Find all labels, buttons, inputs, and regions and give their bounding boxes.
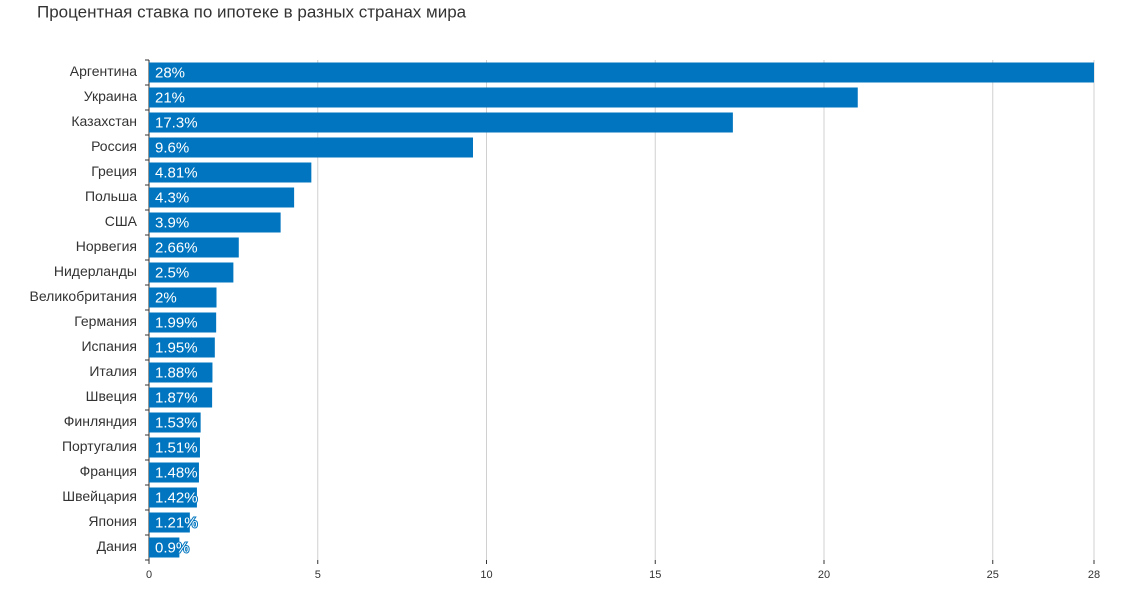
bar [149,337,215,358]
y-tick-label: Польша [85,188,137,204]
value-label: 2.5% [155,264,189,281]
bar [149,287,217,308]
y-tick-label: США [105,213,138,229]
y-tick-label: Италия [89,363,137,379]
value-label: 2.66% [155,239,198,256]
y-tick-label: Греция [91,163,137,179]
y-tick-label: Украина [84,88,138,104]
bar [149,87,858,108]
y-tick-label: Германия [74,313,137,329]
x-tick-label: 25 [987,569,999,581]
value-label: 1.88% [155,364,198,381]
bar [149,312,217,333]
value-label: 1.51% [155,439,198,456]
bar [149,487,197,508]
bar [149,162,312,183]
bar [149,112,733,133]
bar [149,537,180,558]
x-tick-label: 15 [649,569,661,581]
y-tick-label: Швейцария [62,488,137,504]
value-label: 21% [155,89,185,106]
x-tick-label: 10 [480,569,492,581]
y-tick-label: Аргентина [70,63,137,79]
bar [149,62,1094,83]
value-label: 1.48% [155,464,198,481]
value-label: 28% [155,64,185,81]
y-tick-label: Великобритания [29,288,137,304]
value-label: 3.9% [155,214,189,231]
value-label: 1.87% [155,389,198,406]
y-tick-label: Япония [88,513,137,529]
x-tick-label: 0 [146,569,152,581]
bar [149,437,200,458]
y-tick-label: Испания [81,338,137,354]
chart-title: Процентная ставка по ипотеке в разных ст… [37,2,467,21]
value-label: 1.53% [155,414,198,431]
bar [149,462,199,483]
bar [149,187,295,208]
value-label: 1.95% [155,339,198,356]
y-tick-label: Португалия [62,438,137,454]
value-label: 4.3% [155,189,189,206]
bar [149,362,213,383]
bar [149,412,201,433]
value-label: 17.3% [155,114,198,131]
value-label: 1.21% [155,514,198,531]
value-label: 4.81% [155,164,198,181]
bar [149,137,473,158]
bar [149,262,234,283]
y-tick-label: Дания [97,538,137,554]
bar [149,512,190,533]
x-tick-label: 5 [315,569,321,581]
y-tick-label: Россия [91,138,137,154]
bar [149,237,239,258]
x-tick-label: 20 [818,569,830,581]
y-tick-label: Норвегия [76,238,137,254]
y-tick-label: Франция [80,463,137,479]
y-tick-label: Казахстан [71,113,137,129]
y-tick-label: Нидерланды [54,263,137,279]
y-tick-label: Финляндия [64,413,137,429]
value-label: 9.6% [155,139,189,156]
bar [149,212,281,233]
value-label: 2% [155,289,177,306]
y-tick-label: Швеция [86,388,137,404]
value-label: 1.42% [155,489,198,506]
value-label: 1.99% [155,314,198,331]
bar [149,387,213,408]
value-label: 0.9% [155,539,189,556]
x-tick-label: 28 [1088,569,1100,581]
